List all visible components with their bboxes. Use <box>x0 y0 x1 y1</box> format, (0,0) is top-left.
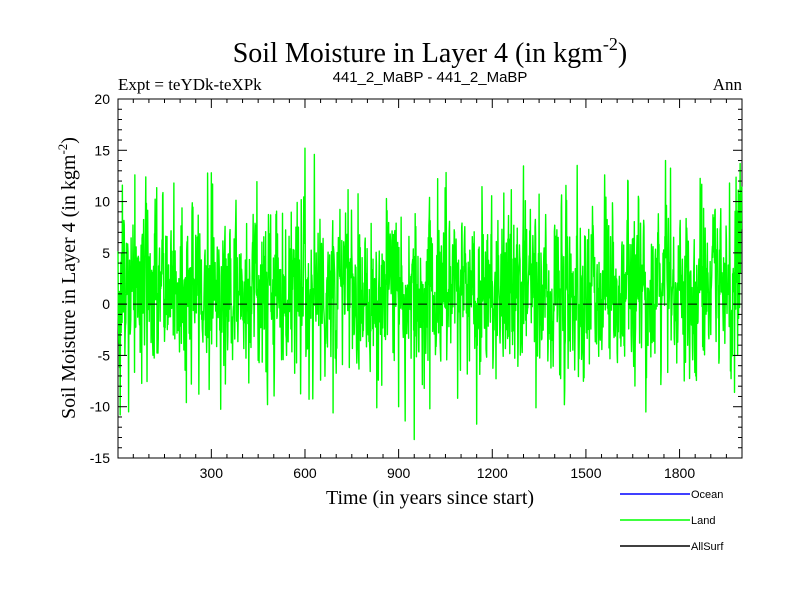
y-tick-label: 0 <box>102 296 110 312</box>
y-tick-label: -10 <box>90 399 110 415</box>
y-axis-label-sup: -2 <box>55 144 70 155</box>
season-label: Ann <box>713 75 743 94</box>
x-tick-label: 1200 <box>477 465 508 481</box>
run-comparison-label: 441_2_MaBP - 441_2_MaBP <box>333 69 528 86</box>
x-tick-label: 1800 <box>664 465 695 481</box>
x-tick-label: 300 <box>200 465 224 481</box>
y-tick-label: 15 <box>94 142 110 158</box>
x-tick-label: 600 <box>293 465 317 481</box>
experiment-label: Expt = teYDk-teXPk <box>118 75 262 94</box>
legend-label-ocean: Ocean <box>691 489 723 501</box>
y-tick-label: -15 <box>90 450 110 466</box>
y-tick-label: 10 <box>94 194 110 210</box>
chart-title-close: ) <box>618 38 627 69</box>
x-axis-label: Time (in years since start) <box>326 487 534 509</box>
x-tick-label: 900 <box>387 465 411 481</box>
y-axis-label-main: Soil Moisture in Layer 4 (in kgm <box>58 154 80 419</box>
legend: Ocean Land AllSurf <box>620 489 724 553</box>
chart-title-main: Soil Moisture in Layer 4 (in kgm <box>233 38 603 69</box>
x-tick-label: 1500 <box>570 465 601 481</box>
legend-label-land: Land <box>691 515 715 527</box>
chart-title-sup: -2 <box>603 34 618 54</box>
y-tick-label: 20 <box>94 91 110 107</box>
legend-label-allsurf: AllSurf <box>691 541 724 553</box>
chart-title: Soil Moisture in Layer 4 (in kgm-2) <box>233 34 628 69</box>
y-tick-label: -5 <box>98 347 111 363</box>
data-layer <box>117 147 743 441</box>
y-axis-label-close: ) <box>58 137 80 144</box>
y-axis-label: Soil Moisture in Layer 4 (in kgm-2) <box>55 137 80 419</box>
y-tick-label: 5 <box>102 245 110 261</box>
series-line-land <box>117 147 743 441</box>
axes-layer: 300 600 900 1200 1500 1800 -15 -10 -5 0 5 10 15 20 <box>90 91 742 481</box>
